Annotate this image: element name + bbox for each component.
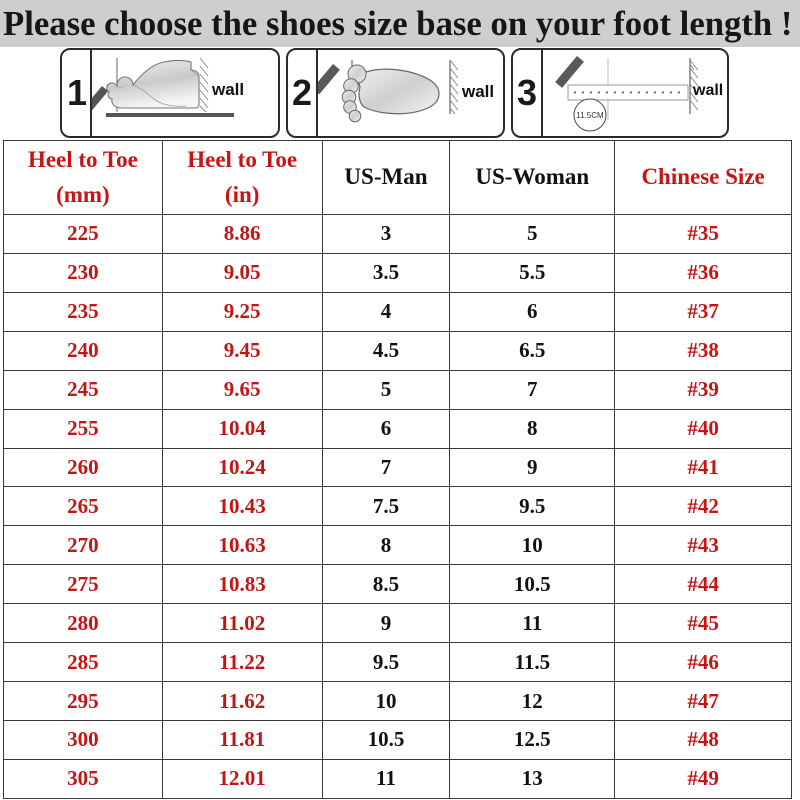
svg-text:11.5CM: 11.5CM xyxy=(576,111,604,120)
